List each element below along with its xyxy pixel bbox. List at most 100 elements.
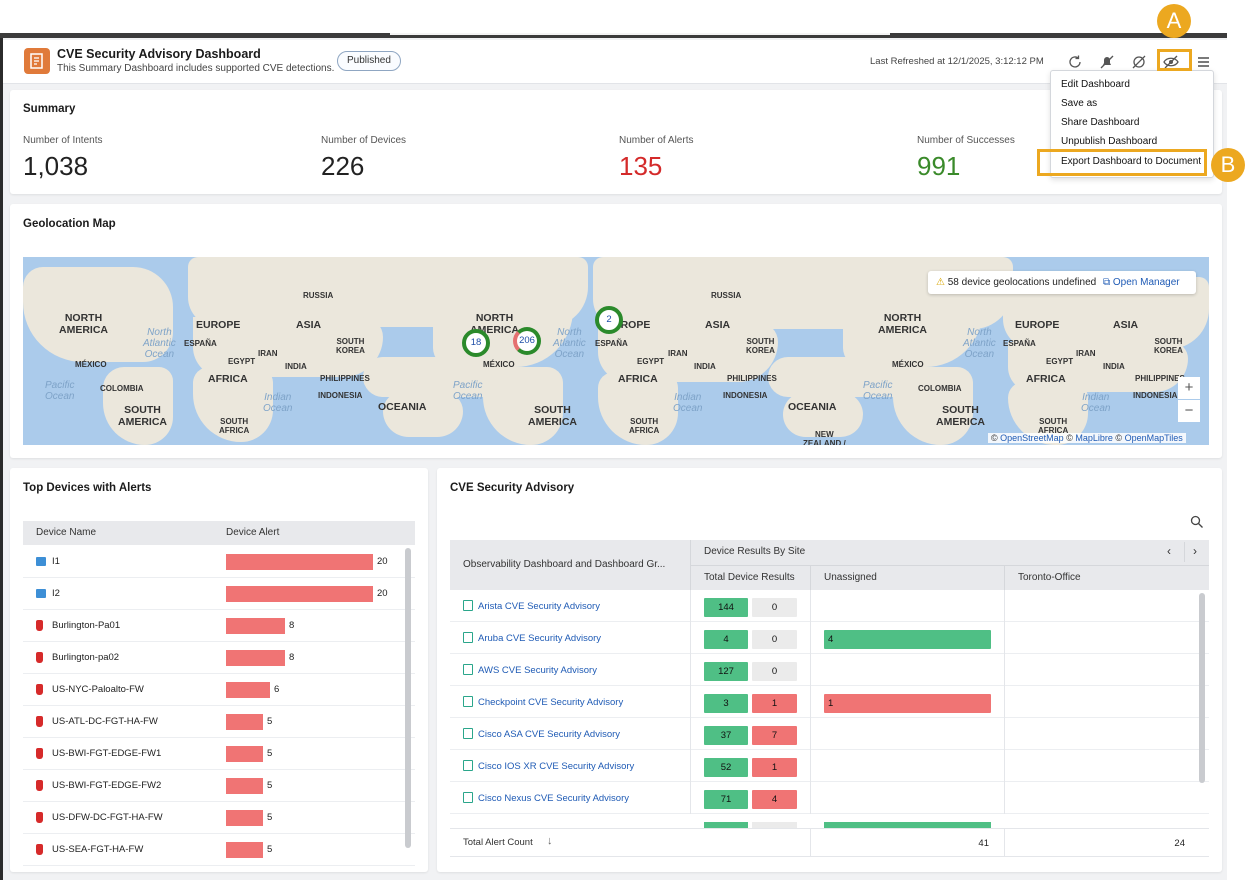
hide-icon[interactable] (1130, 53, 1148, 71)
success-count-cell[interactable]: 71 (704, 790, 748, 809)
menu-item-unpublish-dashboard[interactable]: Unpublish Dashboard (1061, 136, 1158, 147)
map-label: AFRICA (1026, 373, 1066, 385)
cve-partial-row (450, 814, 1209, 828)
device-row[interactable]: US-SEA-FGT-HA-FW 5 (23, 834, 415, 866)
device-name: Burlington-Pa01 (52, 620, 121, 631)
col-total-device-results[interactable]: Total Device Results (704, 572, 795, 583)
success-count-cell[interactable]: 3 (704, 694, 748, 713)
dashboard-doc-icon (463, 792, 473, 803)
alert-count-cell[interactable]: 1 (752, 758, 797, 777)
device-alert-bar (226, 810, 263, 826)
eye-slash-icon[interactable] (1162, 53, 1180, 71)
cve-dashboard-link[interactable]: Cisco IOS XR CVE Security Advisory (478, 761, 635, 772)
callout-a-highlight (1157, 49, 1192, 71)
world-map[interactable]: NORTH AMERICA EUROPE ASIA RUSSIA ESPAÑA I… (23, 257, 1209, 445)
device-alert-value: 5 (267, 748, 273, 759)
device-row[interactable]: US-BWI-FGT-EDGE-FW1 5 (23, 738, 415, 770)
total-alert-count-label: Total Alert Count (463, 837, 533, 848)
zoom-in-button[interactable]: + (1178, 377, 1200, 399)
map-label: North Atlantic Ocean (553, 327, 586, 360)
map-label: AFRICA (618, 373, 658, 385)
map-cluster-marker[interactable]: 18 (462, 329, 490, 357)
cve-dashboard-link[interactable]: AWS CVE Security Advisory (478, 665, 597, 676)
col-dashboard-group[interactable]: Observability Dashboard and Dashboard Gr… (463, 559, 666, 570)
cve-dashboard-link[interactable]: Cisco Nexus CVE Security Advisory (478, 793, 629, 804)
device-row[interactable]: US-BWI-FGT-EDGE-FW2 5 (23, 770, 415, 802)
alert-count-cell[interactable]: 1 (752, 694, 797, 713)
cve-dashboard-link[interactable]: Aruba CVE Security Advisory (478, 633, 602, 644)
unassigned-cell[interactable]: 1 (824, 694, 991, 713)
col-device-name[interactable]: Device Name (36, 527, 97, 538)
top-devices-title: Top Devices with Alerts (23, 482, 152, 494)
dashboard-doc-icon (463, 696, 473, 707)
cve-row: AWS CVE Security Advisory 127 0 (450, 654, 1209, 686)
success-count-cell[interactable]: 4 (704, 630, 748, 649)
callout-b-highlight (1037, 149, 1207, 176)
unassigned-cell[interactable]: 4 (824, 630, 991, 649)
map-label: PHILIPPINES (1135, 374, 1185, 383)
device-row[interactable]: US-ATL-DC-FGT-HA-FW 5 (23, 706, 415, 738)
dashboard-header (3, 40, 1227, 84)
map-cluster-marker[interactable]: 206 (513, 327, 541, 355)
success-count-cell[interactable]: 127 (704, 662, 748, 681)
firewall-icon (36, 812, 43, 823)
osm-link[interactable]: OpenStreetMap (1000, 433, 1064, 443)
col-device-alert[interactable]: Device Alert (226, 527, 280, 538)
device-alert-value: 5 (267, 780, 273, 791)
cve-dashboard-link[interactable]: Cisco ASA CVE Security Advisory (478, 729, 621, 740)
alert-mute-icon[interactable] (1098, 53, 1116, 71)
stat-value-intents: 1,038 (23, 151, 89, 181)
alert-count-cell[interactable]: 7 (752, 726, 797, 745)
col-toronto-office[interactable]: Toronto-Office (1018, 572, 1081, 583)
external-link-icon: ⧉ (1102, 277, 1111, 288)
cve-table-scrollbar[interactable] (1199, 593, 1205, 783)
map-label: NORTH AMERICA (878, 312, 927, 336)
callout-a-badge: A (1157, 4, 1191, 38)
device-row[interactable]: I1 20 (23, 546, 415, 578)
alert-count-cell[interactable]: 4 (752, 790, 797, 809)
device-name: US-DFW-DC-FGT-HA-FW (52, 812, 163, 823)
cve-row: Aruba CVE Security Advisory 4 0 4 (450, 622, 1209, 654)
cve-dashboard-link[interactable]: Checkpoint CVE Security Advisory (478, 697, 624, 708)
top-devices-scrollbar[interactable] (405, 548, 411, 848)
search-icon[interactable] (1190, 515, 1204, 529)
success-count-cell[interactable]: 144 (704, 598, 748, 617)
menu-item-export-dashboard[interactable]: Export Dashboard to Document (1061, 156, 1202, 167)
prev-page-icon[interactable]: ‹ (1167, 544, 1171, 558)
device-row[interactable]: Burlington-pa02 8 (23, 642, 415, 674)
top-devices-header: Device Name Device Alert (23, 521, 415, 545)
cve-dashboard-link[interactable]: Arista CVE Security Advisory (478, 601, 600, 612)
zero-count-cell[interactable]: 0 (752, 598, 797, 617)
dashboard-doc-icon (463, 664, 473, 675)
success-count-cell[interactable]: 37 (704, 726, 748, 745)
col-unassigned[interactable]: Unassigned (824, 572, 877, 583)
menu-item-edit-dashboard[interactable]: Edit Dashboard (1061, 79, 1130, 90)
device-name: US-BWI-FGT-EDGE-FW2 (52, 780, 162, 791)
firewall-icon (36, 780, 43, 791)
openmaptiles-link[interactable]: OpenMapTiles (1124, 433, 1183, 443)
device-row[interactable]: US-NYC-Paloalto-FW 6 (23, 674, 415, 706)
zero-count-cell[interactable]: 0 (752, 630, 797, 649)
success-count-cell[interactable]: 52 (704, 758, 748, 777)
menu-item-share-dashboard[interactable]: Share Dashboard (1061, 117, 1140, 128)
refresh-icon[interactable] (1066, 53, 1084, 71)
open-manager-link[interactable]: Open Manager (1112, 277, 1180, 288)
device-row[interactable]: Burlington-Pa01 8 (23, 610, 415, 642)
menu-item-save-as[interactable]: Save as (1061, 98, 1098, 109)
map-cluster-marker[interactable]: 2 (595, 306, 623, 334)
device-row[interactable]: I2 20 (23, 578, 415, 610)
menu-icon[interactable] (1194, 53, 1212, 71)
map-label: ASIA (1113, 319, 1139, 331)
zero-count-cell[interactable]: 0 (752, 662, 797, 681)
warning-icon: ⚠ (936, 277, 945, 288)
map-label: PHILIPPINES (320, 374, 370, 383)
next-page-icon[interactable]: › (1193, 544, 1197, 558)
cve-row: Cisco Nexus CVE Security Advisory 71 4 (450, 782, 1209, 814)
device-row[interactable]: US-DFW-DC-FGT-HA-FW 5 (23, 802, 415, 834)
zoom-out-button[interactable]: − (1178, 400, 1200, 422)
maplibre-link[interactable]: MapLibre (1075, 433, 1113, 443)
cve-row: Cisco ASA CVE Security Advisory 37 7 (450, 718, 1209, 750)
sort-arrow-icon[interactable]: ↓ (547, 835, 553, 847)
device-alert-value: 6 (274, 684, 280, 695)
map-label: NORTH AMERICA (59, 312, 108, 336)
